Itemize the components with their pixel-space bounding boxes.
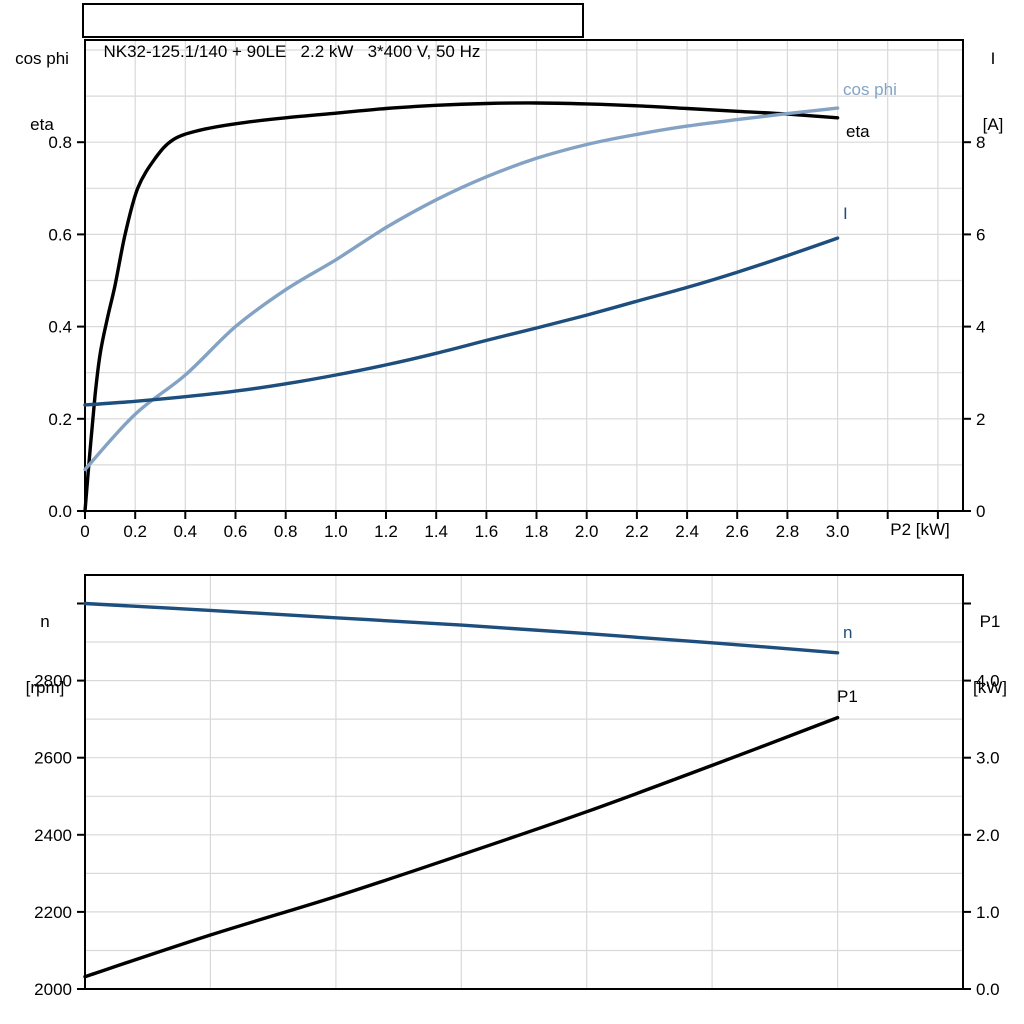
right-y-tick-label: 4.0	[976, 672, 1000, 691]
right-y-tick-label: 6	[976, 225, 985, 244]
speed-curve-label: n	[843, 623, 853, 642]
right-axis-title-line1: I	[990, 49, 996, 68]
bottom-chart-ticks	[77, 602, 971, 990]
right-y-tick-label: 4	[976, 318, 985, 337]
top-chart-gridlines	[85, 40, 963, 511]
curve-I	[83, 236, 840, 407]
x-tick-label: 2.0	[575, 522, 599, 541]
left-axis-title-line2: eta	[30, 115, 54, 134]
chart-title-box: NK32-125.1/140 + 90LE 2.2 kW 3*400 V, 50…	[82, 3, 584, 61]
x-tick-label: 1.2	[374, 522, 398, 541]
left-y-tick-label: 2000	[34, 980, 72, 999]
left-y-tick-label: 0.2	[48, 410, 72, 429]
n-axis-title-line1: n	[40, 612, 50, 631]
top-chart-border	[84, 39, 964, 512]
x-tick-label: 0.4	[173, 522, 197, 541]
x-tick-label: 1.6	[475, 522, 499, 541]
right-y-tick-label: 2.0	[976, 826, 1000, 845]
p1-axis-title-line2: [kW]	[973, 678, 1007, 697]
top-chart-tick-labels: 0 0.2 0.4 0.6 0.8 1.0 1.2 1.4 1.6 1.8 2.0 2.2 2.4 2.6…	[48, 133, 985, 541]
x-tick-label: 1.0	[324, 522, 348, 541]
curve-P1	[83, 715, 840, 979]
curve-eta	[83, 101, 840, 513]
x-tick-label: 1.4	[424, 522, 448, 541]
top-left-axis-title: cos phi eta	[2, 4, 82, 158]
right-y-tick-label: 2	[976, 410, 985, 429]
left-y-tick-label: 2200	[34, 903, 72, 922]
left-y-tick-label: 0.8	[48, 133, 72, 152]
p1-curve-label: P1	[837, 687, 858, 706]
left-y-tick-label: 2400	[34, 826, 72, 845]
x-tick-label: 0.2	[123, 522, 147, 541]
left-y-tick-label: 0.4	[48, 318, 72, 337]
bottom-chart-border	[84, 574, 964, 990]
top-right-axis-title: I [A]	[962, 4, 1024, 158]
x-tick-label: 2.8	[776, 522, 800, 541]
current-curve-label: I	[843, 204, 848, 223]
x-tick-label: 0	[80, 522, 89, 541]
eta-curve-label: eta	[846, 122, 870, 141]
left-y-tick-label: 2800	[34, 672, 72, 691]
bottom-chart-gridlines	[85, 575, 963, 989]
left-y-tick-label: 0.0	[48, 502, 72, 521]
x-tick-label: 2.6	[725, 522, 749, 541]
p1-axis-title-line1: P1	[979, 612, 1001, 631]
curve-n	[83, 601, 840, 655]
left-y-tick-label: 2600	[34, 749, 72, 768]
right-y-tick-label: 0	[976, 502, 985, 521]
right-y-tick-label: 8	[976, 133, 985, 152]
top-chart-ticks	[77, 141, 971, 519]
x-tick-label: 3.0	[826, 522, 850, 541]
x-axis-title: P2 [kW]	[890, 520, 950, 539]
bottom-left-axis-title: n [rpm]	[10, 567, 80, 721]
curve-cos-phi	[83, 106, 840, 472]
left-axis-title-line1: cos phi	[15, 49, 69, 68]
n-axis-title-line2: [rpm]	[25, 678, 65, 697]
right-y-tick-label: 0.0	[976, 980, 1000, 999]
bottom-right-axis-title: P1 [kW]	[958, 567, 1022, 721]
right-y-tick-label: 1.0	[976, 903, 1000, 922]
bottom-chart: 2000 2200 2400 2600 2800 0.0 1.0 2.0 3.0 4.0	[34, 574, 1000, 999]
right-axis-title-line2: [A]	[982, 115, 1004, 134]
x-tick-label: 0.8	[274, 522, 298, 541]
chart-title: NK32-125.1/140 + 90LE 2.2 kW 3*400 V, 50…	[103, 42, 481, 61]
x-tick-label: 0.6	[224, 522, 248, 541]
x-tick-label: 2.2	[625, 522, 649, 541]
x-tick-label: 2.4	[675, 522, 699, 541]
top-chart: 0 0.2 0.4 0.6 0.8 1.0 1.2 1.4 1.6 1.8 2.0 2.2 2.4 2.6…	[48, 39, 985, 541]
x-tick-label: 1.8	[525, 522, 549, 541]
cos-phi-curve-label: cos phi	[843, 80, 897, 99]
right-y-tick-label: 3.0	[976, 749, 1000, 768]
bottom-chart-tick-labels: 2000 2200 2400 2600 2800 0.0 1.0 2.0 3.0 4.0	[34, 672, 999, 999]
left-y-tick-label: 0.6	[48, 225, 72, 244]
